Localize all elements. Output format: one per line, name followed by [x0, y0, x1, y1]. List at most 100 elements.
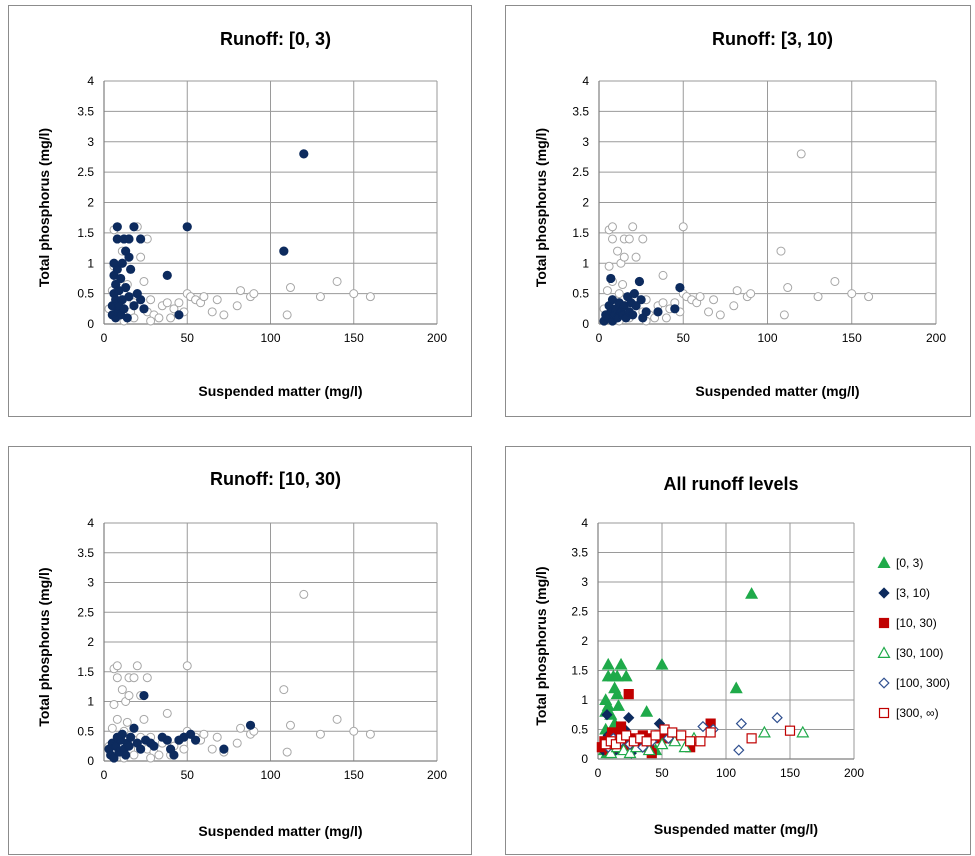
data-point: [332, 714, 342, 724]
data-point: [112, 673, 122, 683]
chart-panel-runoff-0-3: Runoff: [0, 3) 0 50 100 150 200 0 0.5 1 1.5 2 2.5 3 3…: [8, 5, 472, 417]
data-point: [219, 310, 229, 320]
y-tick-label: 1: [582, 256, 589, 270]
data-point: [618, 280, 628, 290]
x-tick-label: 150: [344, 331, 364, 345]
legend-marker: [878, 677, 890, 689]
data-point: [864, 292, 874, 302]
data-point: [236, 723, 246, 733]
data-point: [661, 313, 671, 323]
data-point: [112, 661, 122, 671]
x-tick-label: 100: [757, 331, 777, 345]
data-point: [122, 313, 132, 323]
data-point: [142, 673, 152, 683]
data-point: [146, 316, 156, 326]
data-point: [315, 729, 325, 739]
series-background: [599, 149, 874, 326]
data-point: [129, 673, 139, 683]
data-point: [670, 304, 680, 314]
data-point: [631, 252, 641, 262]
data-point: [757, 725, 771, 738]
data-point: [174, 310, 184, 320]
y-tick-label: 1.5: [571, 664, 588, 678]
data-point: [112, 222, 122, 232]
data-point: [624, 234, 634, 244]
data-point: [640, 705, 654, 717]
data-point: [136, 252, 146, 262]
data-point: [116, 273, 126, 284]
data-point: [299, 149, 309, 159]
x-tick-label: 0: [101, 331, 108, 345]
data-point: [179, 744, 189, 754]
data-point: [634, 276, 645, 287]
data-point: [601, 657, 615, 670]
data-point: [619, 252, 629, 262]
data-point: [601, 699, 615, 711]
data-point: [746, 289, 756, 299]
chart-title: Runoff: [10, 30): [210, 469, 341, 489]
data-point: [124, 741, 134, 751]
data-point: [109, 753, 119, 763]
y-tick-label: 3: [582, 135, 589, 149]
data-point: [162, 298, 172, 308]
data-point: [119, 304, 129, 314]
data-point: [813, 292, 823, 302]
legend-label: [30, 100): [896, 646, 943, 660]
series-data: [600, 724, 796, 750]
x-tick-label: 100: [260, 331, 280, 345]
data-point: [642, 743, 656, 756]
legend-label: [10, 30): [896, 616, 937, 630]
data-point: [124, 691, 134, 701]
data-point: [607, 234, 617, 244]
series-highlight: [104, 690, 256, 763]
data-point: [602, 286, 612, 296]
data-point: [124, 252, 134, 262]
data-point: [606, 273, 616, 284]
data-point: [847, 289, 857, 299]
data-point: [315, 292, 325, 302]
x-tick-label: 150: [344, 768, 364, 782]
data-point: [117, 685, 127, 695]
x-tick-label: 0: [595, 766, 602, 780]
y-tick-label: 2.5: [77, 165, 94, 179]
data-point: [650, 730, 661, 741]
data-point: [107, 723, 117, 733]
data-point: [199, 729, 209, 739]
data-point: [615, 721, 627, 732]
x-axis-label: Suspended matter (mg/l): [198, 823, 362, 839]
data-point: [641, 307, 651, 317]
x-tick-label: 50: [655, 766, 669, 780]
y-tick-label: 0: [87, 754, 94, 768]
data-point: [830, 276, 840, 286]
data-point: [232, 301, 242, 311]
data-point: [199, 292, 209, 302]
data-point: [705, 727, 716, 738]
data-point: [207, 744, 217, 754]
data-point: [169, 750, 179, 760]
data-point: [365, 729, 375, 739]
data-point: [169, 304, 179, 314]
data-point: [678, 222, 688, 232]
scatter-chart: Runoff: [3, 10) 0 50 100 150 200 0 0.5 1 1.5 2 2.5 3…: [533, 29, 946, 399]
data-point: [299, 589, 309, 599]
y-tick-label: 0.5: [571, 723, 588, 737]
y-tick-label: 3: [581, 575, 588, 589]
data-point: [139, 690, 149, 701]
data-point: [667, 727, 678, 738]
data-point: [641, 736, 652, 747]
y-tick-label: 2.5: [77, 605, 94, 619]
x-tick-label: 200: [427, 768, 447, 782]
series-background: [104, 149, 375, 326]
x-axis-label: Suspended matter (mg/l): [654, 821, 818, 837]
y-tick-label: 3.5: [572, 104, 589, 118]
x-axis-label: Suspended matter (mg/l): [695, 383, 859, 399]
data-point: [746, 733, 757, 744]
data-point: [124, 234, 134, 244]
legend-marker: [878, 707, 890, 719]
y-tick-label: 0.5: [77, 724, 94, 738]
data-point: [332, 276, 342, 286]
y-tick-label: 4: [87, 516, 94, 530]
series-highlight: [599, 273, 685, 326]
data-point: [349, 726, 359, 736]
data-point: [282, 747, 292, 757]
